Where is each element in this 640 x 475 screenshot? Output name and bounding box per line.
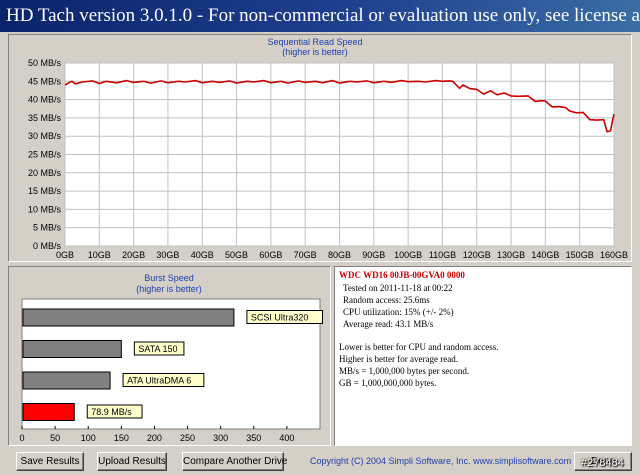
read-x-tick-label: 160GB <box>600 250 628 260</box>
read-y-tick-label: 10 MB/s <box>28 204 62 214</box>
read-chart-subtitle: (higher is better) <box>282 47 348 57</box>
burst-chart-title: Burst Speed <box>144 273 194 283</box>
burst-x-tick-label: 0 <box>19 433 24 443</box>
save-results-button[interactable]: Save Results <box>16 452 84 471</box>
window-title: HD Tach version 3.0.1.0 - For non-commer… <box>6 5 640 26</box>
read-x-tick-label: 60GB <box>259 250 282 260</box>
burst-bar <box>22 371 111 390</box>
burst-bar-label-box <box>86 404 143 419</box>
read-y-tick-label: 25 MB/s <box>28 150 62 160</box>
sequential-read-panel: Sequential Read Speed (higher is better)… <box>8 34 632 262</box>
burst-chart-subtitle: (higher is better) <box>136 284 202 294</box>
read-x-tick-label: 30GB <box>156 250 179 260</box>
burst-bar-label: SATA 150 <box>138 344 177 354</box>
watermark: #278484 <box>581 457 624 469</box>
read-y-tick-label: 50 MB/s <box>28 58 62 68</box>
read-x-tick-label: 90GB <box>362 250 385 260</box>
read-x-tick-label: 20GB <box>122 250 145 260</box>
read-y-tick-label: 15 MB/s <box>28 186 62 196</box>
burst-x-tick-label: 350 <box>246 433 261 443</box>
average-read-value: Average read: 43.1 MB/s <box>343 319 434 329</box>
random-access-value: Random access: 25.6ms <box>343 295 430 305</box>
read-chart-title: Sequential Read Speed <box>267 37 362 47</box>
upload-results-button[interactable]: Upload Results <box>97 452 167 471</box>
cpu-utilization-value: CPU utilization: 15% (+/- 2%) <box>343 307 454 317</box>
burst-x-tick-label: 150 <box>114 433 129 443</box>
burst-x-tick-label: 50 <box>50 433 60 443</box>
burst-x-tick-label: 200 <box>147 433 162 443</box>
read-y-tick-label: 0 MB/s <box>33 241 62 251</box>
burst-bar <box>22 340 122 358</box>
read-x-tick-label: 80GB <box>328 250 351 260</box>
read-y-tick-label: 45 MB/s <box>28 76 62 86</box>
burst-bar <box>22 403 75 421</box>
read-x-tick-label: 120GB <box>463 250 491 260</box>
burst-bar-label: ATA UltraDMA 6 <box>127 376 191 386</box>
note-line-1: Lower is better for CPU and random acces… <box>339 342 499 352</box>
copyright-text: Copyright (C) 2004 Simpli Software, Inc.… <box>310 456 572 466</box>
burst-speed-chart: Burst Speed (higher is better) SCSI Ultr… <box>19 273 324 443</box>
read-speed-series-line <box>64 79 615 133</box>
burst-x-tick-label: 300 <box>213 433 228 443</box>
read-y-tick-label: 40 MB/s <box>28 95 62 105</box>
note-line-3: MB/s = 1,000,000 bytes per second. <box>339 366 470 376</box>
read-x-tick-label: 40GB <box>191 250 214 260</box>
burst-bar-label-box <box>246 310 324 324</box>
drive-info-panel: WDC WD16 00JB-00GVA0 0000 Tested on 2011… <box>334 266 632 446</box>
burst-x-tick-label: 100 <box>81 433 96 443</box>
note-line-4: GB = 1,000,000,000 bytes. <box>339 378 437 388</box>
read-y-tick-label: 30 MB/s <box>28 131 62 141</box>
burst-bar-label-box <box>133 341 185 356</box>
drive-name: WDC WD16 00JB-00GVA0 0000 <box>339 270 465 280</box>
read-x-tick-label: 140GB <box>531 250 559 260</box>
burst-bar-label: SCSI Ultra320 <box>251 313 309 323</box>
burst-speed-panel: Burst Speed (higher is better) SCSI Ultr… <box>8 266 331 446</box>
done-button[interactable]: Done <box>574 452 632 471</box>
read-x-tick-label: 150GB <box>566 250 594 260</box>
read-x-tick-label: 10GB <box>88 250 111 260</box>
sequential-read-chart: Sequential Read Speed (higher is better)… <box>28 37 628 260</box>
read-y-tick-label: 35 MB/s <box>28 113 62 123</box>
read-x-tick-label: 0GB <box>56 250 74 260</box>
note-line-2: Higher is better for average read. <box>339 354 458 364</box>
burst-x-tick-label: 400 <box>279 433 294 443</box>
read-y-tick-label: 20 MB/s <box>28 168 62 178</box>
tested-date: Tested on 2011-11-18 at 00:22 <box>343 283 453 293</box>
read-x-tick-label: 130GB <box>497 250 525 260</box>
burst-x-tick-label: 250 <box>180 433 195 443</box>
read-x-tick-label: 100GB <box>394 250 422 260</box>
burst-bar-label-box <box>122 373 205 387</box>
read-x-tick-label: 50GB <box>225 250 248 260</box>
read-y-tick-label: 5 MB/s <box>33 223 62 233</box>
compare-another-drive-button[interactable]: Compare Another Drive <box>182 452 288 471</box>
title-bar: HD Tach version 3.0.1.0 - For non-commer… <box>0 0 640 32</box>
read-x-tick-label: 70GB <box>294 250 317 260</box>
burst-bar-label: 78.9 MB/s <box>91 407 132 417</box>
read-x-tick-label: 110GB <box>429 250 456 260</box>
burst-bar <box>22 308 235 327</box>
